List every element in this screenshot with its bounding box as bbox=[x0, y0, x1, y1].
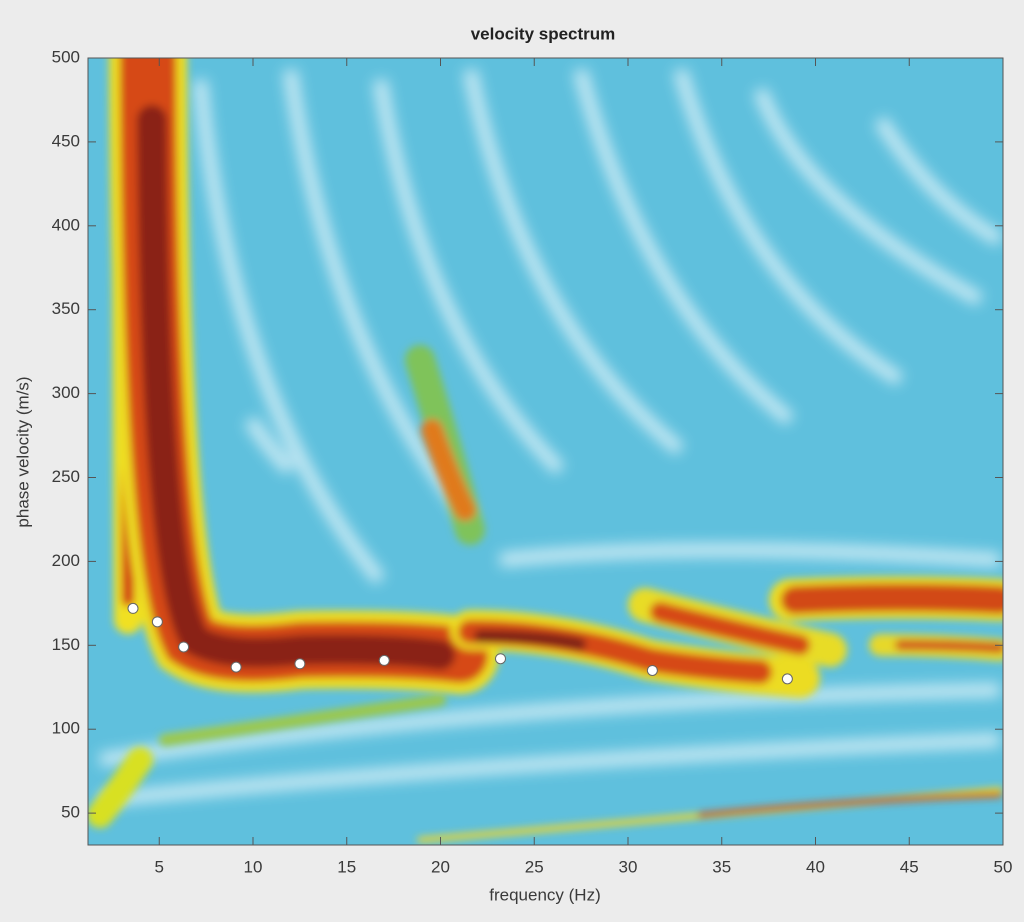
y-tick-label: 300 bbox=[52, 383, 80, 402]
chart-title: velocity spectrum bbox=[471, 24, 616, 43]
y-tick-label: 450 bbox=[52, 131, 80, 150]
picked-point bbox=[230, 661, 242, 673]
x-tick-label: 15 bbox=[337, 857, 356, 876]
x-tick-label: 50 bbox=[994, 857, 1013, 876]
picked-point bbox=[294, 658, 306, 670]
picked-point bbox=[646, 664, 658, 676]
x-tick-label: 25 bbox=[525, 857, 544, 876]
picked-point bbox=[378, 654, 390, 666]
x-tick-label: 40 bbox=[806, 857, 825, 876]
y-tick-label: 400 bbox=[52, 215, 80, 234]
plot-frame bbox=[87, 57, 1004, 846]
y-tick-label: 150 bbox=[52, 635, 80, 654]
x-tick-label: 45 bbox=[900, 857, 919, 876]
y-tick-label: 50 bbox=[61, 803, 80, 822]
x-tick-label: 35 bbox=[712, 857, 731, 876]
x-tick-label: 30 bbox=[619, 857, 638, 876]
picked-point bbox=[178, 641, 190, 653]
y-tick-label: 100 bbox=[52, 719, 80, 738]
x-axis-label: frequency (Hz) bbox=[489, 885, 600, 904]
y-axis-label: phase velocity (m/s) bbox=[13, 376, 32, 527]
picked-point bbox=[781, 673, 793, 685]
x-tick-label: 20 bbox=[431, 857, 450, 876]
spectrum-image bbox=[88, 58, 1003, 845]
x-tick-label: 5 bbox=[155, 857, 164, 876]
y-tick-label: 500 bbox=[52, 47, 80, 66]
y-tick-label: 200 bbox=[52, 551, 80, 570]
picked-point bbox=[495, 653, 506, 665]
y-tick-label: 250 bbox=[52, 467, 80, 486]
picked-point bbox=[151, 616, 163, 628]
picked-point bbox=[127, 602, 139, 614]
x-tick-label: 10 bbox=[244, 857, 263, 876]
y-tick-label: 350 bbox=[52, 299, 80, 318]
